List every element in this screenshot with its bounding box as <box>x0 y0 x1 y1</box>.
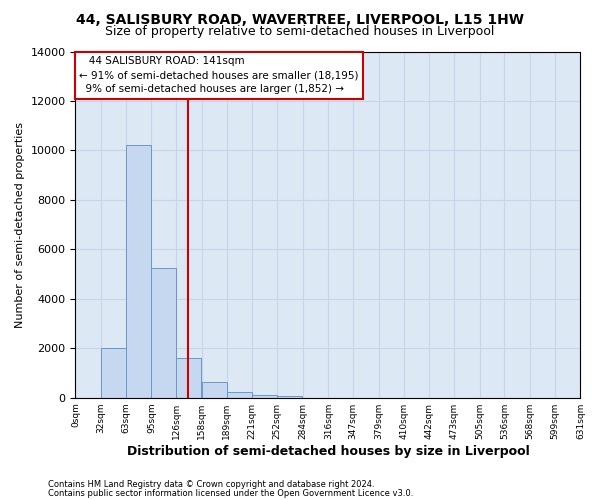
X-axis label: Distribution of semi-detached houses by size in Liverpool: Distribution of semi-detached houses by … <box>127 444 529 458</box>
Text: 44 SALISBURY ROAD: 141sqm
← 91% of semi-detached houses are smaller (18,195)
  9: 44 SALISBURY ROAD: 141sqm ← 91% of semi-… <box>79 56 359 94</box>
Y-axis label: Number of semi-detached properties: Number of semi-detached properties <box>15 122 25 328</box>
Bar <box>176 358 201 398</box>
Bar <box>101 348 126 398</box>
Text: Contains HM Land Registry data © Crown copyright and database right 2024.: Contains HM Land Registry data © Crown c… <box>48 480 374 489</box>
Bar <box>253 395 277 398</box>
Bar <box>126 146 151 398</box>
Text: Size of property relative to semi-detached houses in Liverpool: Size of property relative to semi-detach… <box>106 25 494 38</box>
Bar <box>277 396 302 398</box>
Text: Contains public sector information licensed under the Open Government Licence v3: Contains public sector information licen… <box>48 488 413 498</box>
Text: 44, SALISBURY ROAD, WAVERTREE, LIVERPOOL, L15 1HW: 44, SALISBURY ROAD, WAVERTREE, LIVERPOOL… <box>76 12 524 26</box>
Bar <box>202 382 227 398</box>
Bar <box>151 268 176 398</box>
Bar <box>227 392 251 398</box>
